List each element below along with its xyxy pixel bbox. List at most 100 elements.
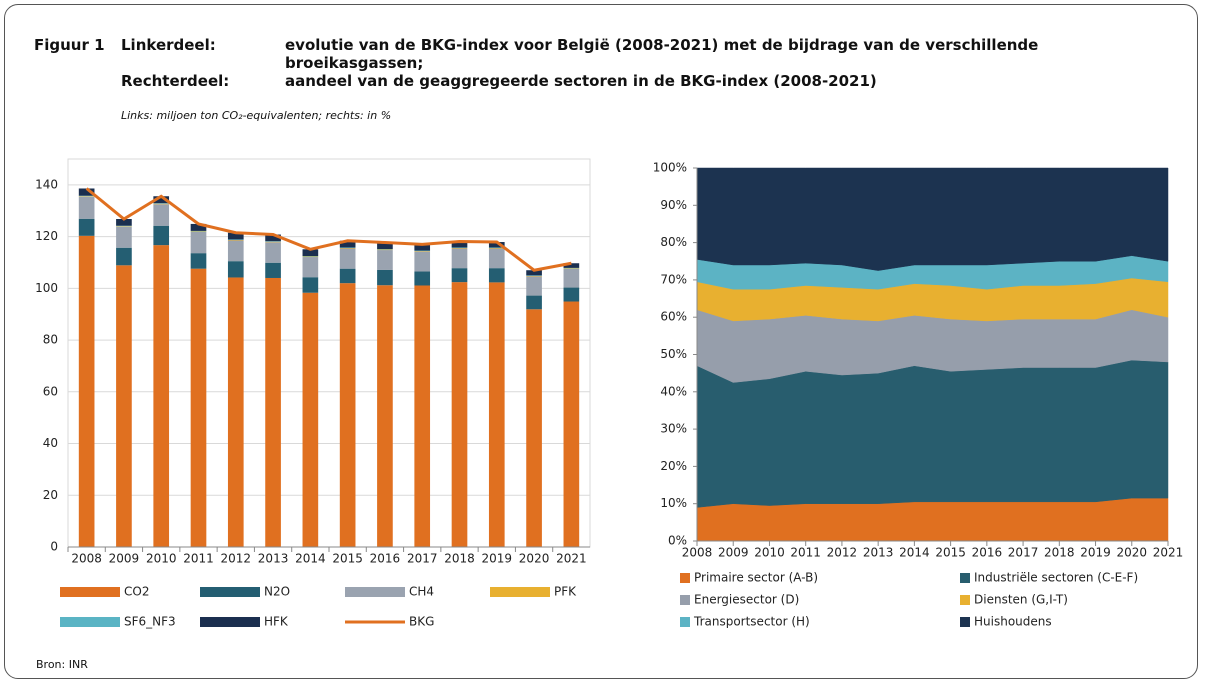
bar-segment bbox=[377, 249, 393, 250]
legend-label: CO2 bbox=[124, 585, 149, 599]
x-tick-label: 2010 bbox=[754, 546, 785, 560]
source: Bron: INR bbox=[36, 658, 88, 671]
bar-segment bbox=[190, 253, 207, 269]
bar-segment bbox=[190, 231, 207, 254]
bar-segment bbox=[563, 268, 580, 269]
legend-swatch bbox=[60, 617, 120, 627]
y-tick-label: 100 bbox=[35, 281, 58, 295]
bar-segment bbox=[526, 275, 542, 276]
legend-label: Diensten (G,I-T) bbox=[974, 593, 1068, 607]
bar-segment bbox=[227, 261, 244, 278]
y-tick-label: 0% bbox=[668, 534, 687, 548]
bar-segment bbox=[488, 248, 505, 269]
bar-segment bbox=[153, 203, 170, 204]
y-tick-label: 30% bbox=[660, 422, 687, 436]
bar-segment bbox=[377, 249, 393, 251]
x-tick-label: 2013 bbox=[863, 546, 894, 560]
plot-frame bbox=[67, 158, 591, 548]
bar-segment bbox=[116, 226, 132, 227]
legend-label: BKG bbox=[409, 615, 434, 629]
legend-label: Energiesector (D) bbox=[694, 593, 799, 607]
bar-segment bbox=[265, 241, 281, 243]
bar-segment bbox=[116, 225, 132, 227]
legend-label: Primaire sector (A-B) bbox=[694, 571, 818, 585]
bar-segment bbox=[414, 285, 431, 547]
bar-segment bbox=[339, 268, 356, 284]
x-tick-label: 2014 bbox=[899, 546, 930, 560]
bar-segment bbox=[153, 203, 170, 205]
x-tick-label: 2009 bbox=[718, 546, 749, 560]
y-tick-label: 80% bbox=[660, 235, 687, 249]
bar-segment bbox=[227, 277, 244, 547]
bar-segment bbox=[116, 226, 132, 248]
bar-segment bbox=[302, 256, 319, 257]
bar-segment bbox=[488, 247, 505, 249]
x-tick-label: 2008 bbox=[71, 552, 102, 566]
bar-segment bbox=[302, 277, 319, 293]
bar-segment bbox=[488, 282, 505, 547]
legend-swatch bbox=[680, 573, 690, 583]
bar-segment bbox=[78, 218, 95, 236]
bar-segment bbox=[302, 249, 319, 256]
legend-swatch bbox=[960, 573, 970, 583]
title-text: evolutie van de BKG-index voor België (2… bbox=[285, 36, 1039, 72]
x-tick-label: 2011 bbox=[183, 552, 214, 566]
bar-segment bbox=[451, 247, 468, 248]
x-tick-label: 2014 bbox=[295, 552, 326, 566]
x-tick-label: 2013 bbox=[258, 552, 289, 566]
title-text: aandeel van de geaggregeerde sectoren in… bbox=[285, 72, 877, 90]
bar-segment bbox=[451, 268, 468, 283]
bar-segment bbox=[339, 247, 356, 248]
legend-label: HFK bbox=[264, 615, 289, 629]
bar-segment bbox=[414, 251, 431, 272]
bar-segment bbox=[451, 247, 468, 249]
area bbox=[696, 359, 1169, 508]
bar-segment bbox=[302, 256, 319, 258]
area bbox=[696, 167, 1169, 271]
bar-segment bbox=[265, 241, 281, 242]
bar-segment bbox=[451, 241, 468, 248]
bar-segment bbox=[563, 263, 580, 268]
line bbox=[85, 187, 572, 272]
bar-segment bbox=[377, 250, 393, 270]
bar-segment bbox=[451, 282, 468, 547]
y-tick-label: 140 bbox=[35, 177, 58, 191]
bar-segment bbox=[526, 275, 542, 277]
bar-segment bbox=[190, 268, 207, 547]
legend-label: PFK bbox=[554, 585, 577, 599]
bar-segment bbox=[414, 244, 431, 251]
bar-segment bbox=[339, 247, 356, 249]
legend-swatch bbox=[490, 587, 550, 597]
bar-segment bbox=[302, 257, 319, 278]
x-tick-label: 2012 bbox=[221, 552, 252, 566]
title-label: Rechterdeel: bbox=[121, 72, 230, 90]
x-tick-label: 2017 bbox=[407, 552, 438, 566]
bar-segment bbox=[526, 309, 542, 547]
y-tick-label: 20% bbox=[660, 459, 687, 473]
bar-segment bbox=[526, 295, 542, 310]
legend-label: Transportsector (H) bbox=[693, 615, 810, 629]
bar-segment bbox=[526, 270, 542, 276]
legend-label: Huishoudens bbox=[974, 615, 1052, 629]
bar-segment bbox=[190, 230, 207, 232]
bar-segment bbox=[563, 267, 580, 269]
x-tick-label: 2020 bbox=[519, 552, 550, 566]
bar-segment bbox=[414, 251, 431, 252]
y-tick-label: 10% bbox=[660, 496, 687, 510]
bar-segment bbox=[377, 269, 393, 286]
legend-label: SF6_NF3 bbox=[124, 615, 176, 629]
bar-segment bbox=[78, 196, 95, 219]
bar-segment bbox=[265, 277, 281, 547]
x-tick-label: 2010 bbox=[146, 552, 177, 566]
bar-segment bbox=[339, 240, 356, 248]
x-tick-label: 2018 bbox=[1044, 546, 1075, 560]
legend-swatch bbox=[960, 617, 970, 627]
figure-number: Figuur 1 bbox=[34, 36, 105, 54]
y-tick-label: 40 bbox=[43, 436, 58, 450]
bar-segment bbox=[377, 285, 393, 547]
bar-segment bbox=[190, 223, 207, 231]
bar-segment bbox=[227, 232, 244, 240]
bar-segment bbox=[414, 250, 431, 252]
legend-swatch bbox=[200, 617, 260, 627]
bar-segment bbox=[153, 245, 170, 548]
